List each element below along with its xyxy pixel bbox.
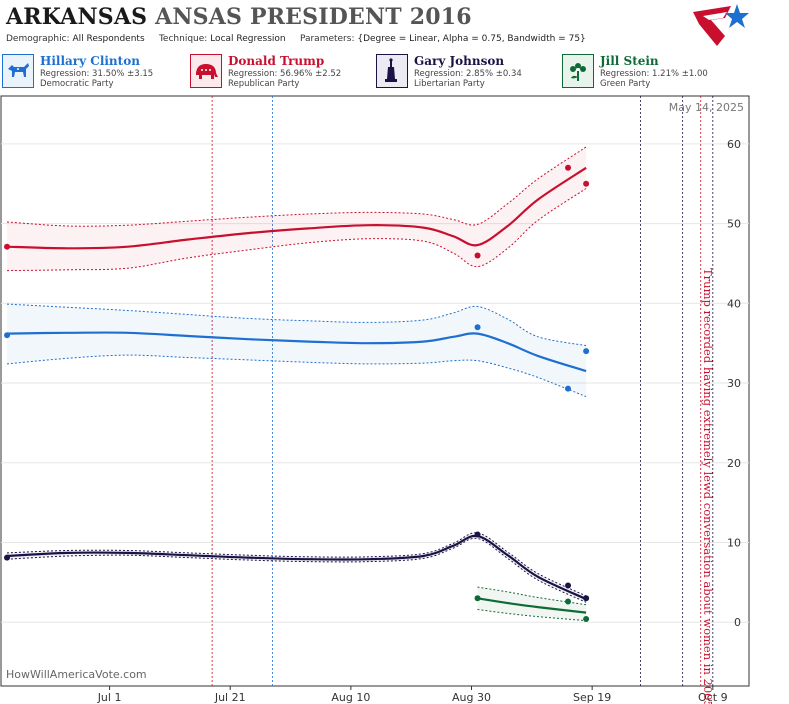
confidence-band — [477, 587, 587, 621]
candidate-regression: Regression: 56.96% ±2.52 — [228, 69, 342, 79]
x-tick-label: Aug 10 — [331, 691, 370, 704]
candidate-party: Democratic Party — [40, 79, 114, 89]
y-tick-label: 60 — [727, 138, 741, 151]
x-axis: Jul 1 Jul 21 Aug 10 Aug 30 Sep 19 Oct 9 — [97, 686, 728, 704]
upper-bound-line — [6, 532, 587, 597]
plot-frame — [0, 95, 750, 687]
x-tick-label: Oct 9 — [698, 691, 728, 704]
poll-point — [565, 598, 572, 605]
flower-icon — [562, 54, 594, 88]
poll-point — [474, 595, 481, 602]
polling-chart: 0 10 20 30 40 50 60 Jul 1 Jul 21 Aug 10 Aug 30 Sep… — [0, 95, 750, 704]
series-hillary-clinton — [4, 303, 590, 398]
lower-bound-line — [6, 188, 587, 272]
site-logo-icon[interactable] — [691, 2, 751, 48]
gridlines — [1, 143, 749, 623]
y-axis: 0 10 20 30 40 50 60 — [727, 138, 741, 629]
poll-point — [4, 554, 11, 561]
candidate-name: Jill Stein — [600, 54, 659, 68]
series-jill-stein — [474, 586, 590, 623]
y-tick-label: 20 — [727, 457, 741, 470]
candidate-regression: Regression: 2.85% ±0.34 — [414, 69, 522, 79]
legend-item-trump[interactable]: Donald Trump Regression: 56.96% ±2.52 Re… — [190, 52, 376, 92]
poll-point — [4, 243, 11, 250]
donkey-icon — [2, 54, 34, 88]
series-donald-trump — [4, 146, 590, 272]
poll-point — [474, 324, 481, 331]
legend-item-stein[interactable]: Jill Stein Regression: 1.21% ±1.00 Green… — [562, 52, 748, 92]
upper-bound-line — [477, 586, 587, 606]
regression-line — [6, 534, 587, 601]
event-annotation: Trump recorded having extremely lewd con… — [701, 268, 715, 704]
candidate-name: Hillary Clinton — [40, 54, 140, 68]
y-tick-label: 50 — [727, 218, 741, 231]
candidate-party: Green Party — [600, 79, 651, 89]
upper-bound-line — [6, 303, 587, 347]
poll-point — [4, 332, 11, 339]
poll-point — [474, 531, 481, 538]
watermark: HowWillAmericaVote.com — [6, 668, 147, 681]
header: ARKANSAS ANSAS PRESIDENT 2016 Demographi… — [0, 0, 789, 50]
y-tick-label: 40 — [727, 297, 741, 310]
liberty-statue-icon — [376, 54, 408, 88]
page-title: ARKANSAS ANSAS PRESIDENT 2016 — [6, 4, 472, 30]
poll-point — [565, 582, 572, 589]
technique-label: Technique: — [158, 34, 208, 44]
series-gary-johnson — [4, 531, 590, 603]
lower-bound-line — [477, 609, 587, 622]
legend-item-johnson[interactable]: Gary Johnson Regression: 2.85% ±0.34 Lib… — [376, 52, 562, 92]
confidence-band — [7, 147, 587, 271]
title-rest: ANSAS PRESIDENT 2016 — [155, 4, 472, 30]
x-tick-label: Sep 19 — [573, 691, 611, 704]
upper-bound-line — [6, 146, 587, 227]
candidate-party: Republican Party — [228, 79, 300, 89]
candidate-regression: Regression: 1.21% ±1.00 — [600, 69, 708, 79]
series-group — [4, 146, 590, 623]
elephant-icon — [190, 54, 222, 88]
demographic-label: Demographic: — [6, 34, 70, 44]
y-tick-label: 30 — [727, 377, 741, 390]
parameters-line: Demographic: All Respondents Technique: … — [6, 34, 586, 44]
x-tick-label: Aug 30 — [452, 691, 491, 704]
y-tick-label: 0 — [734, 616, 741, 629]
candidate-legend: Hillary Clinton Regression: 31.50% ±3.15… — [0, 52, 789, 94]
date-label: May 14, 2025 — [669, 101, 744, 114]
legend-item-clinton[interactable]: Hillary Clinton Regression: 31.50% ±3.15… — [2, 52, 188, 92]
demographic-value: All Respondents — [72, 34, 145, 44]
x-tick-label: Jul 21 — [214, 691, 246, 704]
poll-point — [565, 164, 572, 171]
poll-point — [474, 252, 481, 259]
poll-point — [583, 348, 590, 355]
confidence-band — [7, 304, 587, 397]
candidate-regression: Regression: 31.50% ±3.15 — [40, 69, 154, 79]
poll-point — [583, 595, 590, 602]
candidate-party: Libertarian Party — [414, 79, 485, 89]
y-tick-label: 10 — [727, 536, 741, 549]
candidate-name: Donald Trump — [228, 54, 325, 68]
regression-line — [477, 597, 587, 614]
x-tick-label: Jul 1 — [97, 691, 122, 704]
poll-point — [583, 180, 590, 187]
poll-point — [583, 616, 590, 623]
regression-line — [6, 166, 587, 250]
poll-point — [565, 385, 572, 392]
regression-line — [6, 331, 587, 373]
lower-bound-line — [6, 354, 587, 398]
candidate-name: Gary Johnson — [414, 54, 505, 68]
title-state: ARKANSAS — [6, 4, 148, 30]
parameters-value: {Degree = Linear, Alpha = 0.75, Bandwidt… — [357, 34, 586, 44]
technique-value: Local Regression — [210, 34, 286, 44]
lower-bound-line — [6, 537, 587, 603]
parameters-label: Parameters: — [299, 34, 355, 44]
